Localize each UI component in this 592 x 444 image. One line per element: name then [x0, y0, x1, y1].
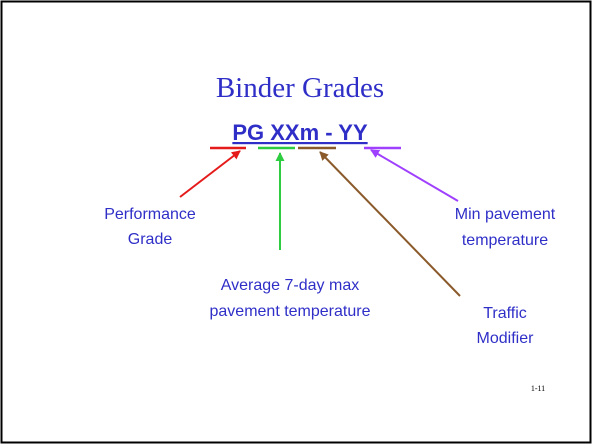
arrow-brown — [319, 151, 461, 297]
label-line: Traffic — [483, 305, 527, 322]
label-line: Min pavement — [455, 206, 556, 223]
label-line: Modifier — [477, 330, 535, 347]
label-line: Average 7-day max — [221, 277, 359, 294]
formula: PG XXm - YY — [232, 120, 368, 145]
label-line: Grade — [128, 231, 173, 248]
label-line: Performance — [104, 206, 196, 223]
title: Binder Grades — [216, 72, 384, 104]
arrow-red — [179, 150, 241, 198]
page-number: 1-11 — [531, 384, 545, 393]
arrow-purple — [370, 149, 459, 202]
label-line: pavement temperature — [210, 303, 371, 320]
label-line: temperature — [462, 232, 548, 249]
